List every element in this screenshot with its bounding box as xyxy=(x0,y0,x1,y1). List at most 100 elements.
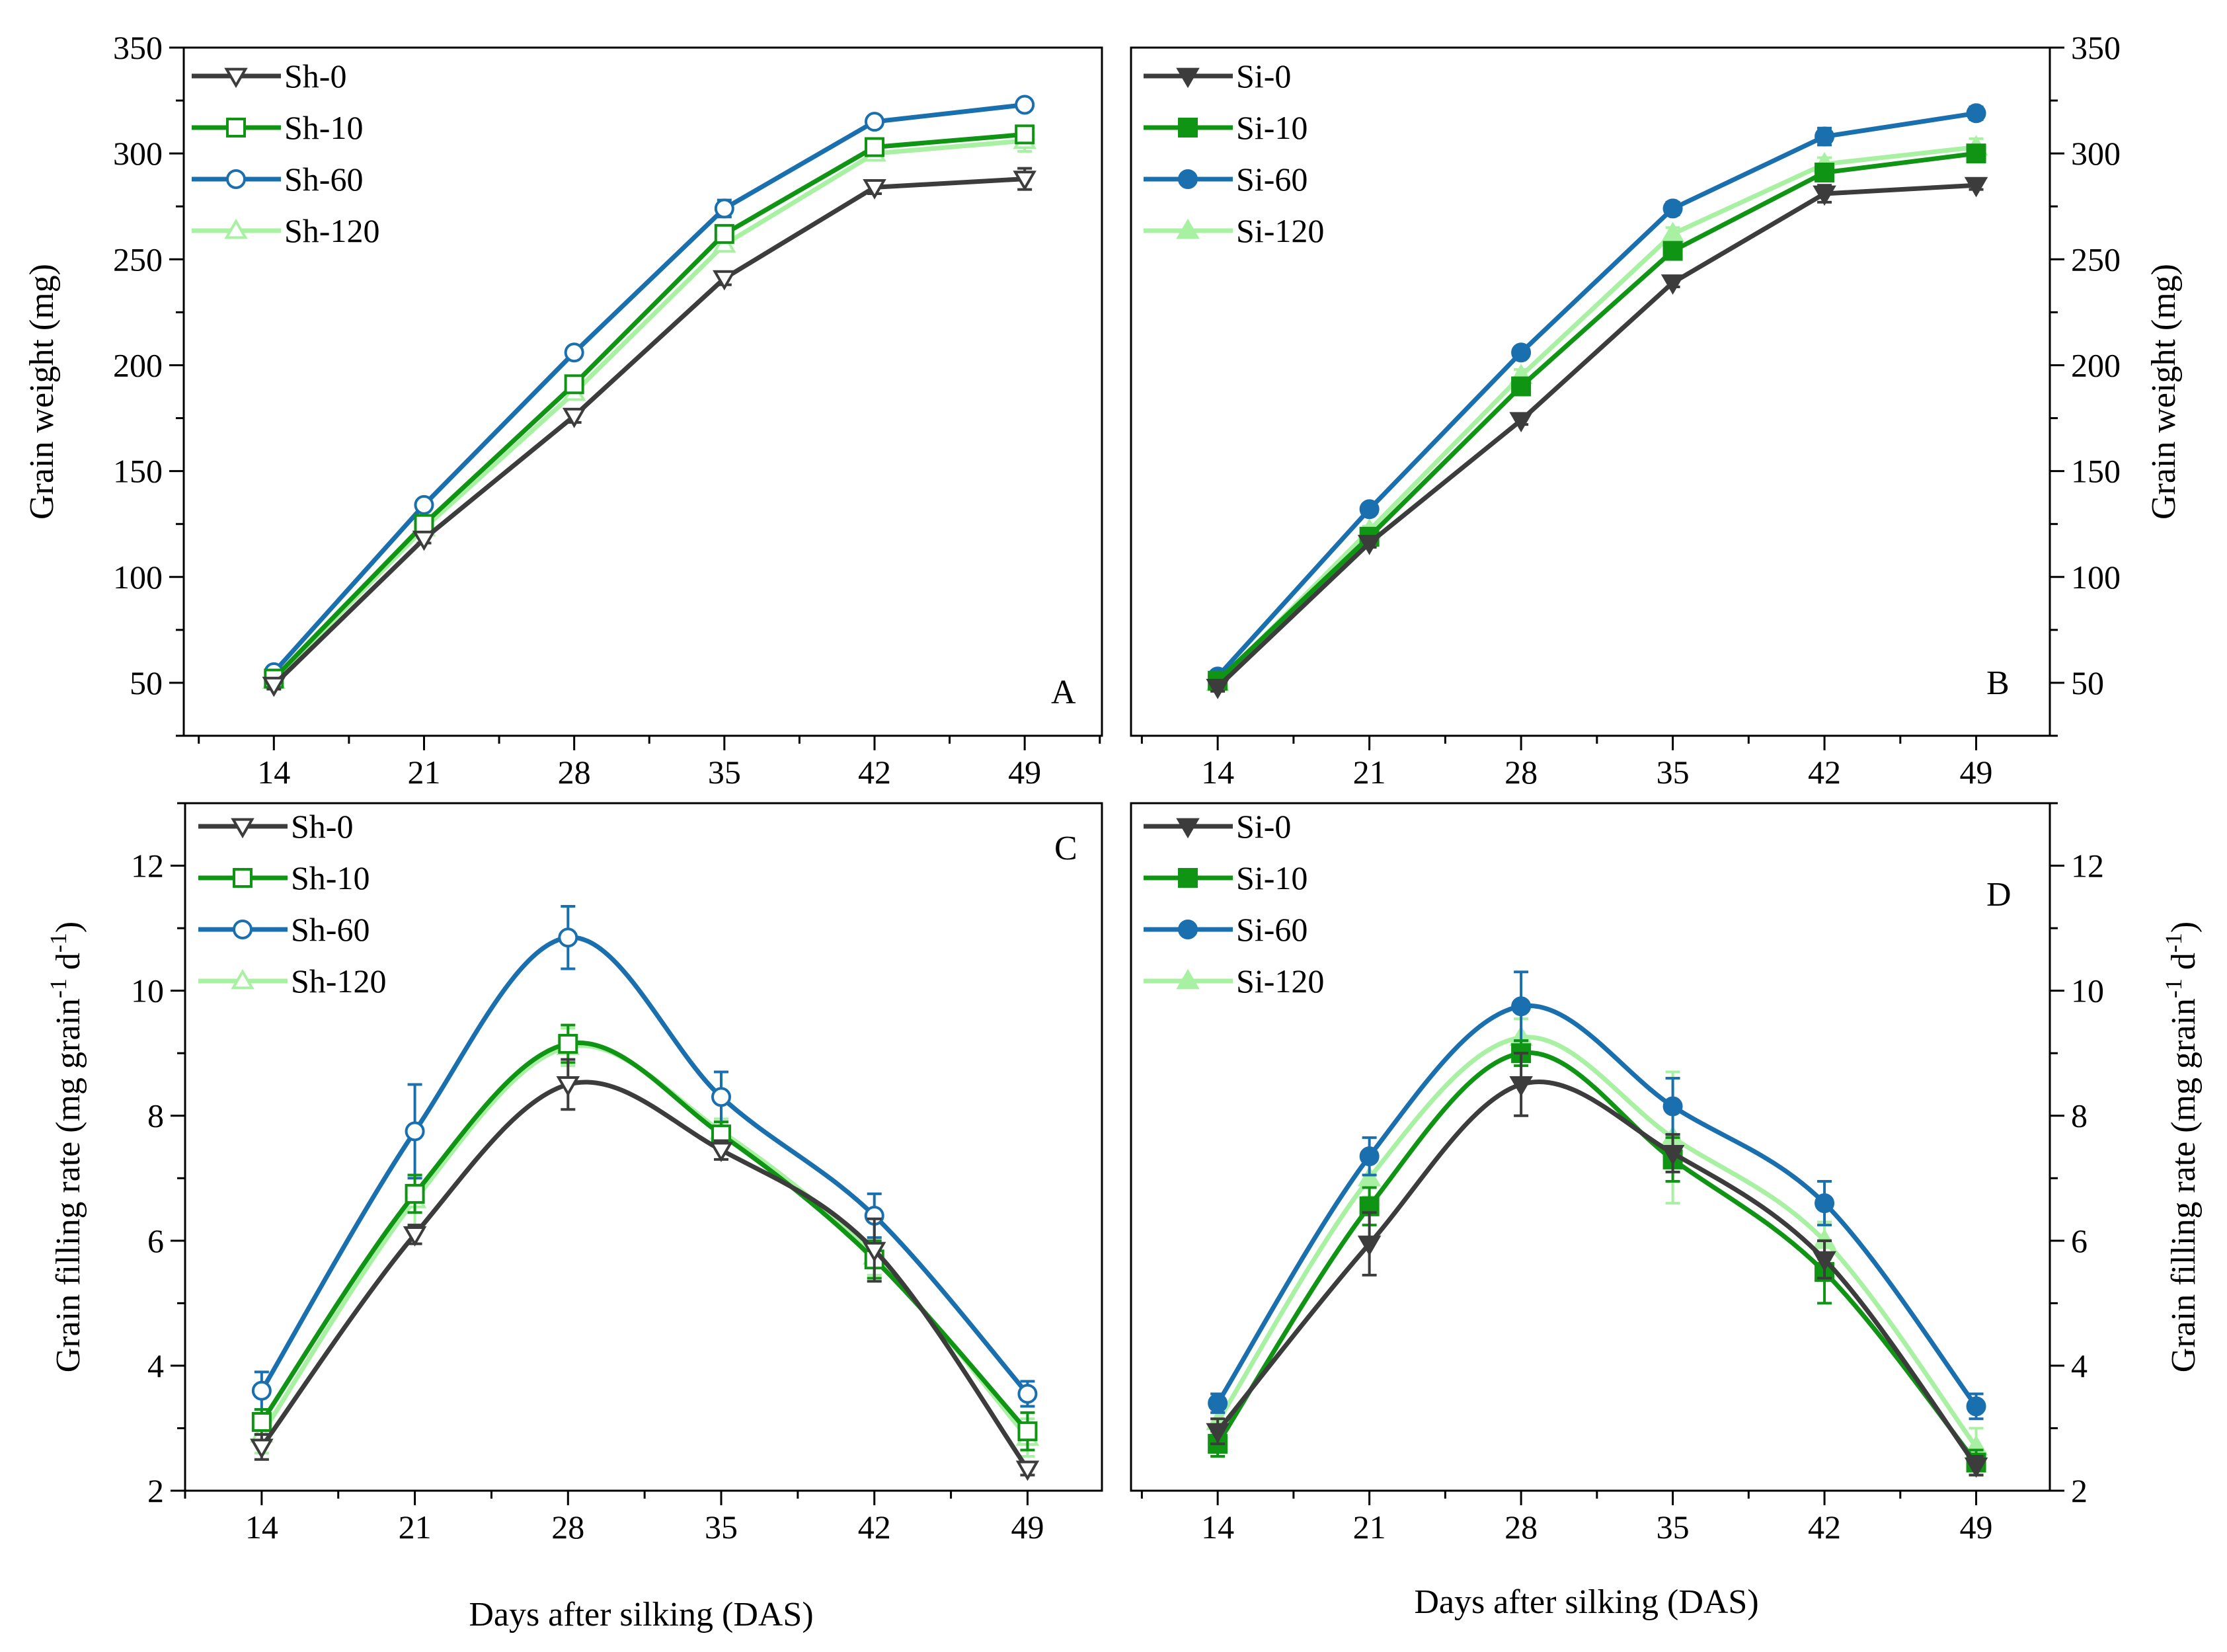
panel-c-ytick-label: 10 xyxy=(131,972,164,1009)
panel-a-series-sh-0-point xyxy=(1013,171,1036,191)
panel-a-series-sh-60-point xyxy=(864,112,884,132)
panel-a-series-sh-0-point xyxy=(262,676,286,697)
panel-b-legend-entry-si-0: Si-0 xyxy=(1144,58,1291,95)
panel-d-xtick-label: 42 xyxy=(1808,1509,1841,1546)
panel-b-legend-entry-si-120: Si-120 xyxy=(1144,212,1324,249)
panel-a-legend-entry-sh-10-marker xyxy=(226,118,246,138)
panel-d-legend-entry-si-0: Si-0 xyxy=(1144,808,1291,845)
panel-c-legend-entry-sh-10-label: Sh-10 xyxy=(291,859,370,896)
panel-d-xtick-label: 14 xyxy=(1201,1509,1234,1546)
panel-a-legend-entry-sh-60-label: Sh-60 xyxy=(284,161,363,198)
panel-a-legend: Sh-0 Sh-10 Sh-60 Sh-120 xyxy=(192,58,379,249)
panel-c-ytick-label: 12 xyxy=(131,847,164,885)
panel-a-series-sh-60-point xyxy=(414,494,434,515)
panel-a-legend-entry-sh-0: Sh-0 xyxy=(192,58,346,95)
panel-b-series-si-120-point xyxy=(1660,221,1685,243)
panel-d-series-si-0 xyxy=(1206,1052,1988,1478)
panel-d-legend-entry-si-60-label: Si-60 xyxy=(1236,911,1308,948)
panel-c-legend-entry-sh-10: Sh-10 xyxy=(198,859,370,896)
panel-a-series-sh-10-point xyxy=(714,223,734,244)
panel-d-series-si-60-point xyxy=(1511,996,1532,1017)
panel-a-series-sh-60-point xyxy=(714,198,734,219)
panel-b-xtick-label: 42 xyxy=(1808,754,1841,791)
panel-b-xtick-label: 35 xyxy=(1657,754,1690,791)
panel-b-series-si-10-line xyxy=(1215,151,1979,684)
panel-b-letter: B xyxy=(1986,664,2010,702)
panel-a-series-sh-0-point xyxy=(713,270,736,291)
panel-d-legend-entry-si-0-marker xyxy=(1176,818,1200,839)
panel-d-ytick-label: 8 xyxy=(2071,1097,2088,1134)
panel-b-ytick-label: 50 xyxy=(2071,664,2104,701)
panel-a-series-sh-60-point xyxy=(1015,95,1035,115)
panel-d-xtick-label: 35 xyxy=(1657,1509,1690,1546)
panel-b-series-si-0-point xyxy=(1206,678,1230,699)
panel-c: 14 21 28 35 42 49 2 4 6 8 10 12 Grain filling rate (… xyxy=(45,802,1103,1546)
panel-d-series-si-60-point xyxy=(1359,1146,1380,1167)
panel-a-series-sh-10-point xyxy=(414,514,434,534)
panel-c-legend-entry-sh-120-label: Sh-120 xyxy=(291,963,386,1000)
panel-c-ylabel: Grain filling rate (mg grain-1 d-1) xyxy=(45,922,87,1372)
panel-d-legend-entry-si-120-label: Si-120 xyxy=(1236,963,1324,1000)
panel-c-frame xyxy=(184,802,1103,1492)
panel-b-series-si-0-point xyxy=(1813,185,1836,206)
panel-b-series-si-10-point xyxy=(1966,143,1986,164)
panel-d-series-si-10-line xyxy=(1215,1050,1979,1465)
panel-d-series-si-60-point xyxy=(1815,1193,1835,1214)
panel-a-series-sh-60 xyxy=(264,95,1035,682)
panel-a-ylabel: Grain weight (mg) xyxy=(23,264,61,520)
panel-d-series-si-60-point xyxy=(1966,1396,1986,1417)
panel-d-legend-entry-si-10: Si-10 xyxy=(1144,859,1308,896)
panel-a-legend-entry-sh-0-label: Sh-0 xyxy=(284,58,346,95)
panel-d-series-si-120-line xyxy=(1215,1035,1979,1450)
panel-b: 14 21 28 35 42 49 50 100 150 200 250 300 350 Grain we… xyxy=(1130,29,2183,791)
panel-c-series-sh-60-point xyxy=(1017,1384,1038,1404)
panel-c-series-sh-0-point xyxy=(709,1142,733,1163)
panel-b-legend-entry-si-10-label: Si-10 xyxy=(1236,109,1308,146)
panel-c-legend-entry-sh-10-marker xyxy=(233,868,253,888)
panel-b-series-si-0-point xyxy=(1660,274,1685,295)
panel-a-series-sh-0-point xyxy=(863,179,886,200)
panel-d-series-si-0-point xyxy=(1964,1457,1988,1478)
panel-a-ytick-label: 100 xyxy=(113,559,163,596)
panel-d-ytick-label: 12 xyxy=(2071,847,2104,885)
panel-a-legend-entry-sh-10: Sh-10 xyxy=(192,109,363,146)
shared-xlabel-right: Days after silking (DAS) xyxy=(1414,1583,1758,1621)
panel-a-legend-entry-sh-60: Sh-60 xyxy=(192,161,363,198)
panel-b-ytick-label: 200 xyxy=(2071,346,2121,383)
panel-b-series-si-0-point xyxy=(1964,177,1988,198)
panel-c-series-sh-0-point xyxy=(1015,1460,1040,1481)
panel-d-ytick-label: 10 xyxy=(2071,972,2104,1009)
panel-d-legend-entry-si-0-label: Si-0 xyxy=(1236,808,1291,845)
panel-a-xtick-label: 49 xyxy=(1008,754,1041,791)
panel-b-series-si-10-point xyxy=(1815,162,1835,182)
panel-a-ytick-label: 350 xyxy=(113,29,163,66)
panel-d-series-si-0-line xyxy=(1215,1080,1979,1468)
panel-b-series-si-120-line xyxy=(1215,145,1979,686)
panel-a-series-sh-0 xyxy=(262,167,1036,697)
panel-d-legend-entry-si-60: Si-60 xyxy=(1144,911,1308,948)
panel-b-xtick-label: 14 xyxy=(1201,754,1234,791)
panel-b-series-si-10-point xyxy=(1662,241,1683,261)
panel-a-ytick-label: 150 xyxy=(113,453,163,490)
panel-b-xtick-label: 49 xyxy=(1960,754,1993,791)
panel-d-legend: Si-0 Si-10 Si-60 Si-120 xyxy=(1144,808,1324,1000)
panel-d-series-si-60-point xyxy=(1208,1393,1228,1413)
panel-a-legend-entry-sh-0-marker xyxy=(224,67,248,89)
panel-c-ytick-label: 6 xyxy=(147,1222,164,1259)
panel-b-legend-entry-si-60: Si-60 xyxy=(1144,161,1308,198)
panel-a-series-sh-120-line xyxy=(271,138,1027,684)
panel-c-legend-entry-sh-0-label: Sh-0 xyxy=(291,808,353,845)
panel-b-ytick-label: 250 xyxy=(2071,241,2121,278)
panel-b-series-si-0-point xyxy=(1357,535,1382,555)
panel-d-xtick-label: 28 xyxy=(1504,1509,1538,1546)
panel-c-series-sh-60-point xyxy=(405,1121,425,1142)
panel-c-legend: Sh-0 Sh-10 Sh-60 Sh-120 xyxy=(198,808,386,1000)
panel-c-xtick-label: 28 xyxy=(551,1509,584,1546)
panel-b-series-si-10-point xyxy=(1511,376,1532,397)
panel-d-legend-entry-si-10-marker xyxy=(1178,868,1198,888)
panel-a-legend-entry-sh-120-marker xyxy=(224,218,248,239)
panel-c-ytick-label: 2 xyxy=(147,1472,164,1509)
panel-b-series-si-60-point xyxy=(1359,499,1380,520)
